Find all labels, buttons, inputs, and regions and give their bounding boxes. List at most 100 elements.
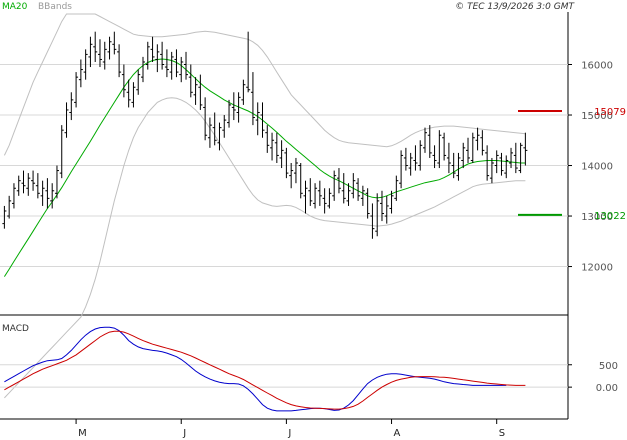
ohlc-bar [384, 195, 389, 224]
ohlc-bar [279, 140, 284, 169]
ohlc-bar [480, 130, 485, 156]
bbands-legend-label: BBands [38, 2, 72, 12]
ohlc-bar [198, 74, 203, 110]
price-gridlines [0, 64, 568, 268]
signal-line [4, 330, 526, 410]
ohlc-bar [217, 122, 222, 151]
ohlc-bar [50, 183, 55, 209]
ohlc-bar [504, 155, 509, 179]
ohlc-bar [509, 147, 514, 169]
ohlc-bar [236, 92, 241, 123]
ohlc-bar [93, 31, 98, 62]
ohlc-bar [427, 125, 432, 158]
ohlc-bar [293, 157, 298, 184]
price-levels: 15079 13022 [518, 107, 626, 222]
ohlc-bar [423, 127, 427, 153]
macd-gridlines [0, 364, 568, 388]
ohlc-bar [126, 79, 131, 108]
ohlc-bar [2, 205, 7, 229]
month-tick-label: J [182, 428, 186, 439]
ohlc-bar [83, 49, 88, 80]
ohlc-bar [322, 188, 327, 214]
ohlc-bar [21, 170, 26, 194]
ohlc-bar [375, 193, 380, 237]
ohlc-bar [303, 180, 308, 214]
ohlc-bar [446, 142, 451, 174]
ohlc-bar [399, 150, 404, 189]
ohlc-bar [45, 178, 50, 209]
macd-tick-label: 500 [599, 361, 618, 372]
copyright-label: © TEC 13/9/2026 3:0 GMT [455, 2, 575, 12]
ohlc-bar [389, 190, 394, 214]
price-tick-label: 16000 [581, 61, 613, 72]
ohlc-bar [16, 175, 21, 196]
price-axis-ticks: 12000 13000 14000 15000 16000 [568, 61, 613, 274]
ma20-line [3, 58, 526, 277]
ohlc-bar [394, 175, 399, 201]
ohlc-bar [64, 102, 69, 138]
macd-title: MACD [2, 324, 29, 334]
ohlc-bar [485, 145, 490, 181]
macd-tick-label: 0.00 [596, 383, 618, 394]
ohlc-bar [155, 44, 160, 73]
ma20-line-group [3, 58, 526, 277]
ohlc-bar [222, 115, 227, 138]
ohlc-bar [174, 49, 179, 78]
bband-lower-line [4, 97, 526, 399]
ohlc-bar [131, 82, 136, 108]
price-tick-label: 12000 [581, 263, 613, 274]
ohlc-bar [260, 102, 265, 138]
ohlc-bar [336, 168, 341, 194]
ohlc-bar [255, 102, 260, 136]
macd-axis-ticks: 0.00 500 [568, 361, 618, 394]
ohlc-bar [160, 41, 165, 70]
ohlc-bar [403, 147, 408, 171]
ohlc-bar [112, 31, 117, 55]
month-tick-label: M [78, 428, 87, 439]
ohlc-bar [475, 127, 480, 151]
ohlc-bar [107, 36, 112, 60]
ohlc-bar [150, 36, 155, 62]
ohlc-bar [11, 183, 16, 209]
ohlc-bar [102, 41, 107, 70]
ohlc-bar [346, 183, 351, 206]
ohlc-bar [308, 178, 313, 206]
ohlc-bar [451, 152, 456, 179]
ohlc-bar [212, 112, 217, 146]
ohlc-bar [360, 185, 365, 206]
bband-upper-line [3, 13, 526, 156]
ohlc-bar [499, 152, 504, 176]
ohlc-bar [379, 190, 384, 222]
ohlc-bar [489, 157, 494, 184]
ohlc-bar [227, 99, 232, 128]
ohlc-bar [246, 31, 251, 93]
ohlc-bar [437, 130, 442, 169]
ohlc-bar [461, 142, 466, 169]
resistance-level-label: 15079 [594, 107, 626, 118]
macd-lines [4, 326, 526, 412]
ohlc-bar [413, 145, 418, 171]
ohlc-bars [2, 31, 528, 239]
ohlc-bar [35, 173, 40, 199]
ohlc-bar [31, 170, 36, 191]
ohlc-bar [78, 59, 83, 88]
ohlc-bar [97, 39, 102, 68]
ohlc-bar [351, 173, 356, 199]
ohlc-bar [193, 77, 198, 105]
ohlc-bar [432, 145, 437, 169]
ohlc-bar [164, 49, 169, 78]
ohlc-bar [298, 163, 303, 199]
ohlc-bar [327, 188, 332, 209]
support-level-label: 13022 [594, 211, 626, 222]
ohlc-bar [274, 132, 279, 163]
ohlc-bar [179, 56, 184, 83]
month-tick-label: A [394, 428, 401, 439]
ohlc-bar [317, 180, 322, 206]
macd-line [4, 326, 507, 412]
price-tick-label: 15000 [581, 111, 613, 122]
ma20-legend-label: MA20 [2, 2, 28, 12]
ohlc-bar [141, 56, 145, 83]
